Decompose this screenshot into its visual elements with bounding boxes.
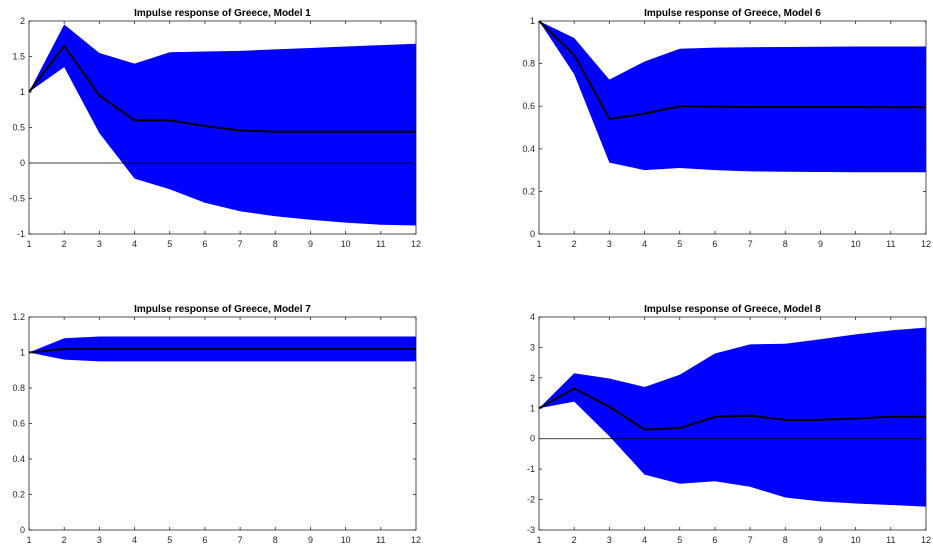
y-tick-label: 0.6 <box>12 419 25 429</box>
y-tick-label: -1 <box>17 229 25 239</box>
x-tick-label: 6 <box>712 239 717 249</box>
x-tick-label: 2 <box>572 535 577 545</box>
x-tick-label: 8 <box>273 239 278 249</box>
axes-box <box>538 20 927 235</box>
x-tick-label: 7 <box>748 535 753 545</box>
y-tick-label: -1 <box>527 464 535 474</box>
y-tick-label: 1 <box>530 16 535 26</box>
x-tick-label: 6 <box>202 535 207 545</box>
x-tick-label: 6 <box>712 535 717 545</box>
median-response-line <box>28 44 416 133</box>
y-tick-label: -2 <box>527 495 535 505</box>
x-tick-label: 11 <box>886 535 895 545</box>
x-tick-label: 11 <box>376 535 385 545</box>
y-tick-label: 0 <box>20 525 25 535</box>
x-tick-label: 6 <box>202 239 207 249</box>
x-tick-label: 12 <box>411 239 421 249</box>
x-tick-label: 12 <box>921 535 931 545</box>
chart-title: Impulse response of Greece, Model 7 <box>134 304 311 315</box>
x-tick-label: 11 <box>886 239 895 249</box>
y-tick-label: 3 <box>530 342 535 352</box>
x-tick-label: 8 <box>783 535 788 545</box>
x-tick-label: 1 <box>26 535 31 545</box>
x-tick-label: 3 <box>607 535 612 545</box>
y-tick-label: 2 <box>530 373 535 383</box>
panel-model-7: 1 2 3 4 5 6 7 8 9 10 11 1200.20.40.60.811.2Impulse … <box>12 304 421 545</box>
x-tick-label: 7 <box>238 239 243 249</box>
x-tick-label: 3 <box>97 535 102 545</box>
x-tick-label: 3 <box>97 239 102 249</box>
chart-title: Impulse response of Greece, Model 8 <box>644 304 821 315</box>
confidence-band <box>539 21 926 173</box>
chart-title: Impulse response of Greece, Model 1 <box>134 8 311 19</box>
y-tick-label: 4 <box>530 312 535 322</box>
x-tick-label: 9 <box>308 239 313 249</box>
x-tick-label: 8 <box>273 535 278 545</box>
x-tick-label: 3 <box>607 239 612 249</box>
y-tick-label: 1 <box>530 403 535 413</box>
x-tick-label: 2 <box>572 239 577 249</box>
y-tick-label: 1.2 <box>12 312 25 322</box>
x-tick-label: 10 <box>851 535 861 545</box>
x-tick-label: 12 <box>411 535 421 545</box>
y-tick-label: 0 <box>20 158 25 168</box>
x-tick-label: 1 <box>536 239 541 249</box>
x-tick-label: 5 <box>167 239 172 249</box>
x-tick-label: 9 <box>308 535 313 545</box>
x-tick-label: 11 <box>376 239 385 249</box>
y-tick-label: -0.5 <box>9 194 25 204</box>
x-tick-label: 5 <box>677 239 682 249</box>
chart-title: Impulse response of Greece, Model 6 <box>644 8 821 19</box>
x-tick-label: 4 <box>132 535 137 545</box>
x-tick-label: 10 <box>851 239 861 249</box>
x-tick-label: 1 <box>536 535 541 545</box>
median-response-line <box>538 20 926 120</box>
x-tick-label: 2 <box>62 239 67 249</box>
median-response-line <box>538 387 926 431</box>
x-tick-label: 12 <box>921 239 931 249</box>
x-tick-label: 9 <box>818 535 823 545</box>
y-tick-label: 1.5 <box>12 52 25 62</box>
x-tick-label: 4 <box>642 239 647 249</box>
x-tick-label: 5 <box>677 535 682 545</box>
y-tick-label: 0.4 <box>12 454 25 464</box>
y-tick-label: 2 <box>20 16 25 26</box>
y-tick-label: 0.6 <box>522 101 535 111</box>
y-tick-label: 0.4 <box>522 144 535 154</box>
y-tick-label: -3 <box>527 525 535 535</box>
y-tick-label: 0.8 <box>522 59 535 69</box>
x-tick-label: 4 <box>642 535 647 545</box>
x-tick-label: 10 <box>341 239 351 249</box>
y-tick-label: 0.2 <box>522 186 535 196</box>
x-tick-label: 5 <box>167 535 172 545</box>
y-tick-label: 1 <box>20 348 25 358</box>
x-tick-label: 4 <box>132 239 137 249</box>
x-tick-label: 7 <box>748 239 753 249</box>
x-tick-label: 2 <box>62 535 67 545</box>
x-tick-label: 7 <box>238 535 243 545</box>
x-tick-label: 10 <box>341 535 351 545</box>
x-tick-label: 8 <box>783 239 788 249</box>
confidence-band <box>29 24 416 226</box>
y-tick-label: 0 <box>530 229 535 239</box>
median-response-line <box>28 347 416 354</box>
y-tick-label: 0.5 <box>12 123 25 133</box>
y-tick-label: 0.8 <box>12 383 25 393</box>
y-tick-label: 0.2 <box>12 490 25 500</box>
x-tick-label: 9 <box>818 239 823 249</box>
y-tick-label: 1 <box>20 87 25 97</box>
axes-box <box>538 316 927 531</box>
x-tick-label: 1 <box>26 239 31 249</box>
y-tick-label: 0 <box>530 434 535 444</box>
